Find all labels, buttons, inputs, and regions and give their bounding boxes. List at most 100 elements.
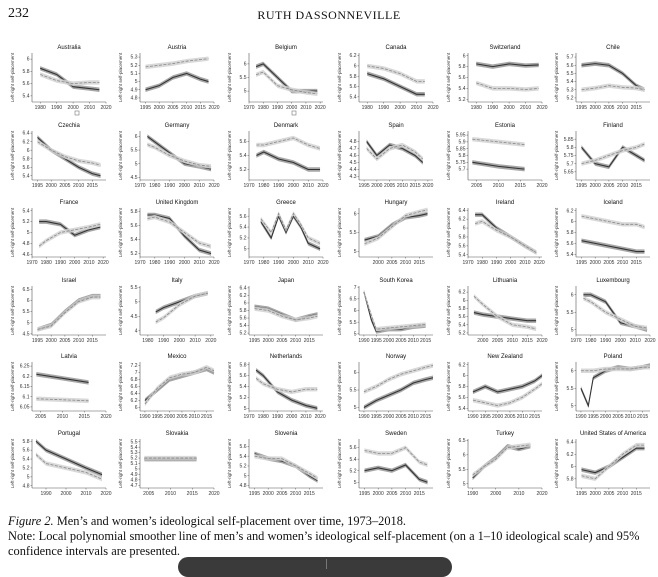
y-tick-label: 5.6: [240, 444, 247, 450]
y-tick-label: 6.2: [459, 290, 466, 296]
y-tick-label: 5.8: [459, 235, 466, 241]
women-confidence-band: [363, 363, 433, 394]
y-tick-label: 4.5: [131, 175, 138, 181]
y-tick-label: 5: [244, 406, 247, 412]
x-tick-label: 1995: [371, 338, 382, 344]
x-tick-label: 2000: [477, 338, 488, 344]
y-axis-label: Left-right self-placement: [10, 207, 15, 257]
y-tick-label: 5.5: [459, 467, 466, 473]
y-tick-label: 5.4: [131, 445, 138, 451]
y-tick-label: 5.8: [23, 69, 30, 75]
y-tick-label: 7: [354, 285, 357, 291]
y-tick-label: 6: [135, 134, 138, 140]
panel-title: Germany: [165, 123, 190, 129]
women-confidence-band: [256, 376, 318, 395]
y-tick-label: 6: [571, 292, 574, 298]
y-axis-label: Left-right self-placement: [554, 52, 559, 102]
y-tick-label: 5.75: [456, 160, 466, 166]
women-confidence-band: [36, 452, 102, 482]
x-tick-label: 2000: [371, 183, 382, 189]
viewer-toolbar[interactable]: [178, 557, 452, 577]
panel-title: Slovakia: [166, 431, 189, 437]
men-line: [472, 375, 543, 393]
y-tick-label: 5.6: [459, 395, 466, 401]
panel-france: France Left-right self-placement 4.6 4.8 5 5.…: [10, 200, 109, 266]
y-tick-label: 5.2: [240, 464, 247, 470]
y-tick-label: 6: [571, 368, 574, 374]
x-tick-label: 1995: [480, 414, 491, 420]
men-line: [255, 369, 318, 409]
y-tick-label: 5.8: [23, 156, 30, 162]
page-number: 232: [8, 6, 29, 21]
y-tick-label: 4.6: [23, 252, 30, 258]
panel-title: New Zealand: [487, 354, 522, 360]
x-tick-label: 1990: [164, 183, 175, 189]
x-tick-label: 1990: [575, 414, 586, 420]
panel-title: Australia: [57, 45, 81, 51]
x-tick-label: 2000: [179, 183, 190, 189]
x-tick-label: 2000: [383, 338, 394, 344]
x-tick-label: 2010: [83, 260, 94, 266]
x-tick-label: 1990: [467, 491, 478, 497]
x-tick-label: 1980: [477, 260, 488, 266]
women-line: [472, 383, 543, 406]
x-tick-label: 2015: [529, 414, 540, 420]
y-axis-label: Left-right self-placement: [554, 207, 559, 257]
y-tick-label: 5.2: [459, 331, 466, 337]
panel-sweden: Sweden Left-right self-placement 5 5.2 5.4 5.…: [337, 431, 433, 497]
y-tick-label: 5.6: [350, 445, 357, 451]
y-axis-label: Left-right self-placement: [118, 207, 123, 257]
y-tick-label: 5.7: [567, 55, 574, 61]
x-tick-label: 2000: [286, 105, 297, 111]
women-line: [581, 444, 645, 480]
women-line: [144, 366, 215, 405]
x-tick-label: 1990: [164, 260, 175, 266]
y-tick-label: 5.4: [23, 208, 30, 214]
x-tick-label: 2000: [373, 260, 384, 266]
x-tick-label: 2010: [181, 105, 192, 111]
x-tick-label: 2020: [536, 491, 547, 497]
x-tick-label: 2020: [536, 183, 547, 189]
x-tick-label: 1995: [371, 414, 382, 420]
x-tick-label: 2015: [187, 491, 198, 497]
y-axis-label: Left-right self-placement: [337, 207, 342, 257]
men-confidence-band: [472, 160, 525, 172]
y-tick-label: 6.2: [567, 208, 574, 214]
x-tick-label: 2005: [603, 260, 614, 266]
x-tick-label: 1990: [487, 105, 498, 111]
y-tick-label: 5.5: [350, 320, 357, 326]
women-line: [476, 82, 539, 90]
women-line: [363, 365, 434, 393]
y-tick-label: 5.6: [23, 81, 30, 87]
x-tick-label: 2020: [536, 338, 547, 344]
panel-title: South Korea: [379, 278, 413, 284]
y-tick-label: 6: [571, 464, 574, 470]
women-confidence-band: [366, 142, 423, 162]
x-tick-label: 2020: [208, 260, 219, 266]
y-tick-label: 6: [27, 57, 30, 63]
panel-title: Poland: [604, 354, 623, 360]
y-tick-label: 6.2: [459, 217, 466, 223]
x-tick-label: 2000: [164, 414, 175, 420]
women-line: [364, 209, 428, 245]
panel-title: United States of America: [580, 431, 647, 437]
panel-title: Denmark: [274, 123, 299, 129]
y-tick-label: 5.6: [459, 75, 466, 81]
women-confidence-band: [363, 289, 426, 332]
figure-label: Figure 2.: [8, 514, 54, 528]
x-tick-label: 2010: [400, 260, 411, 266]
x-tick-label: 2000: [492, 414, 503, 420]
y-axis-label: Left-right self-placement: [337, 285, 342, 335]
y-tick-label: 5.4: [459, 86, 466, 92]
x-tick-label: 2000: [288, 183, 299, 189]
men-confidence-band: [40, 66, 100, 92]
panel-switzerland: Switzerland Left-right self-placement 5.2 5…: [446, 45, 548, 111]
women-confidence-band: [581, 83, 645, 92]
panel-title: Finland: [603, 123, 623, 129]
toolbar-divider: [326, 559, 327, 569]
y-tick-label: 4.5: [23, 331, 30, 337]
y-tick-label: 6: [27, 148, 30, 154]
panel-iceland: Iceland Left-right self-placement 5.4 5.6 5.…: [554, 200, 650, 266]
y-axis-label: Left-right self-placement: [337, 130, 342, 180]
